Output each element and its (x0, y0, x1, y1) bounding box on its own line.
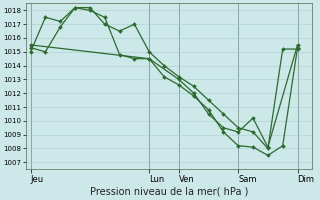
X-axis label: Pression niveau de la mer( hPa ): Pression niveau de la mer( hPa ) (90, 187, 248, 197)
